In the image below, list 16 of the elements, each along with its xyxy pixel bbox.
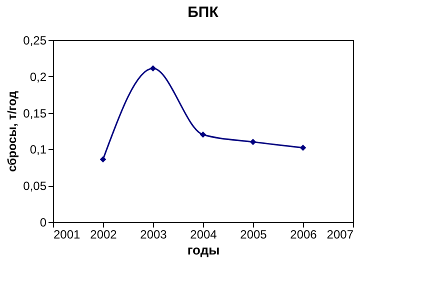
x-tick-label: 2001 — [54, 228, 81, 242]
y-tick-label: 0,15 — [23, 106, 47, 120]
y-tick-label: 0 — [40, 216, 47, 230]
y-axis-title: сбросы, т/год — [5, 90, 20, 172]
x-tick-label: 2003 — [140, 228, 168, 242]
x-axis-title: годы — [187, 242, 220, 258]
x-tick-label: 2006 — [290, 228, 318, 242]
x-tick-label: 2002 — [90, 228, 118, 242]
y-tick-label: 0,1 — [30, 142, 47, 157]
x-tick-label: 2007 — [326, 228, 354, 242]
x-tick-label: 2004 — [190, 228, 218, 242]
y-tick-label: 0,2 — [30, 70, 47, 84]
chart-title: БПК — [188, 4, 220, 21]
y-tick-label: 0,25 — [23, 34, 47, 48]
x-tick-label: 2005 — [240, 228, 268, 242]
y-tick-label: 0,05 — [23, 179, 47, 194]
